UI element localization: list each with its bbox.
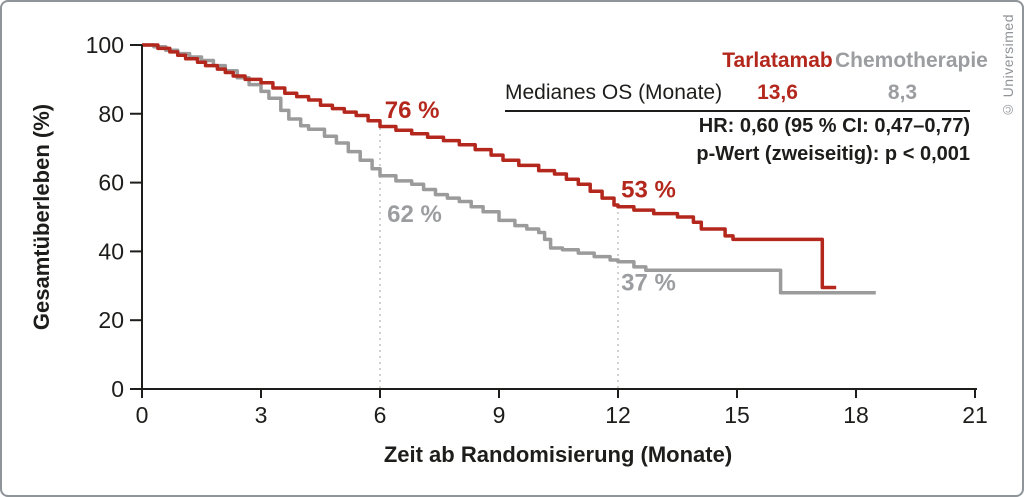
- column-header-chemotherapie: Chemotherapie: [835, 49, 988, 72]
- y-tick-label-40: 40: [98, 238, 124, 264]
- stats-empty-cell: [505, 46, 720, 76]
- y-tick-label-100: 100: [86, 32, 124, 58]
- x-tick-label-12: 12: [605, 402, 631, 428]
- x-tick-label-9: 9: [493, 402, 506, 428]
- annotation-53: 53 %: [621, 177, 676, 204]
- hazard-ratio-text: HR: 0,60 (95 % CI: 0,47–0,77): [698, 115, 970, 137]
- annotation-76: 76 %: [385, 97, 440, 124]
- x-tick-label-6: 6: [374, 402, 387, 428]
- x-tick-label-3: 3: [255, 402, 268, 428]
- y-tick-label-0: 0: [111, 376, 124, 402]
- tarlatamab-curve: [142, 43, 837, 290]
- x-tick-label-21: 21: [962, 402, 988, 428]
- median-os-tarlatamab-value: 13,6: [720, 76, 835, 112]
- y-axis-title: Gesamtüberleben (%): [29, 103, 54, 331]
- median-os-chemotherapie-value: 8,3: [835, 76, 970, 112]
- x-tick-label-18: 18: [843, 402, 869, 428]
- annotation-62: 62 %: [387, 201, 442, 228]
- stats-table: Tarlatamab Chemotherapie Medianes OS (Mo…: [505, 46, 988, 168]
- annotation-37: 37 %: [621, 269, 676, 296]
- y-tick-label-60: 60: [98, 170, 124, 196]
- x-tick-label-0: 0: [136, 402, 149, 428]
- copyright-credit: © Universimed: [1000, 14, 1016, 119]
- x-axis-title: Zeit ab Randomisierung (Monate): [383, 442, 733, 467]
- p-value-text: p-Wert (zweiseitig): p < 0,001: [696, 143, 970, 165]
- column-header-tarlatamab: Tarlatamab: [722, 49, 833, 72]
- median-os-row-label: Medianes OS (Monate): [505, 76, 722, 112]
- y-tick-label-80: 80: [98, 101, 124, 127]
- x-tick-label-15: 15: [724, 402, 750, 428]
- y-tick-label-20: 20: [98, 307, 124, 333]
